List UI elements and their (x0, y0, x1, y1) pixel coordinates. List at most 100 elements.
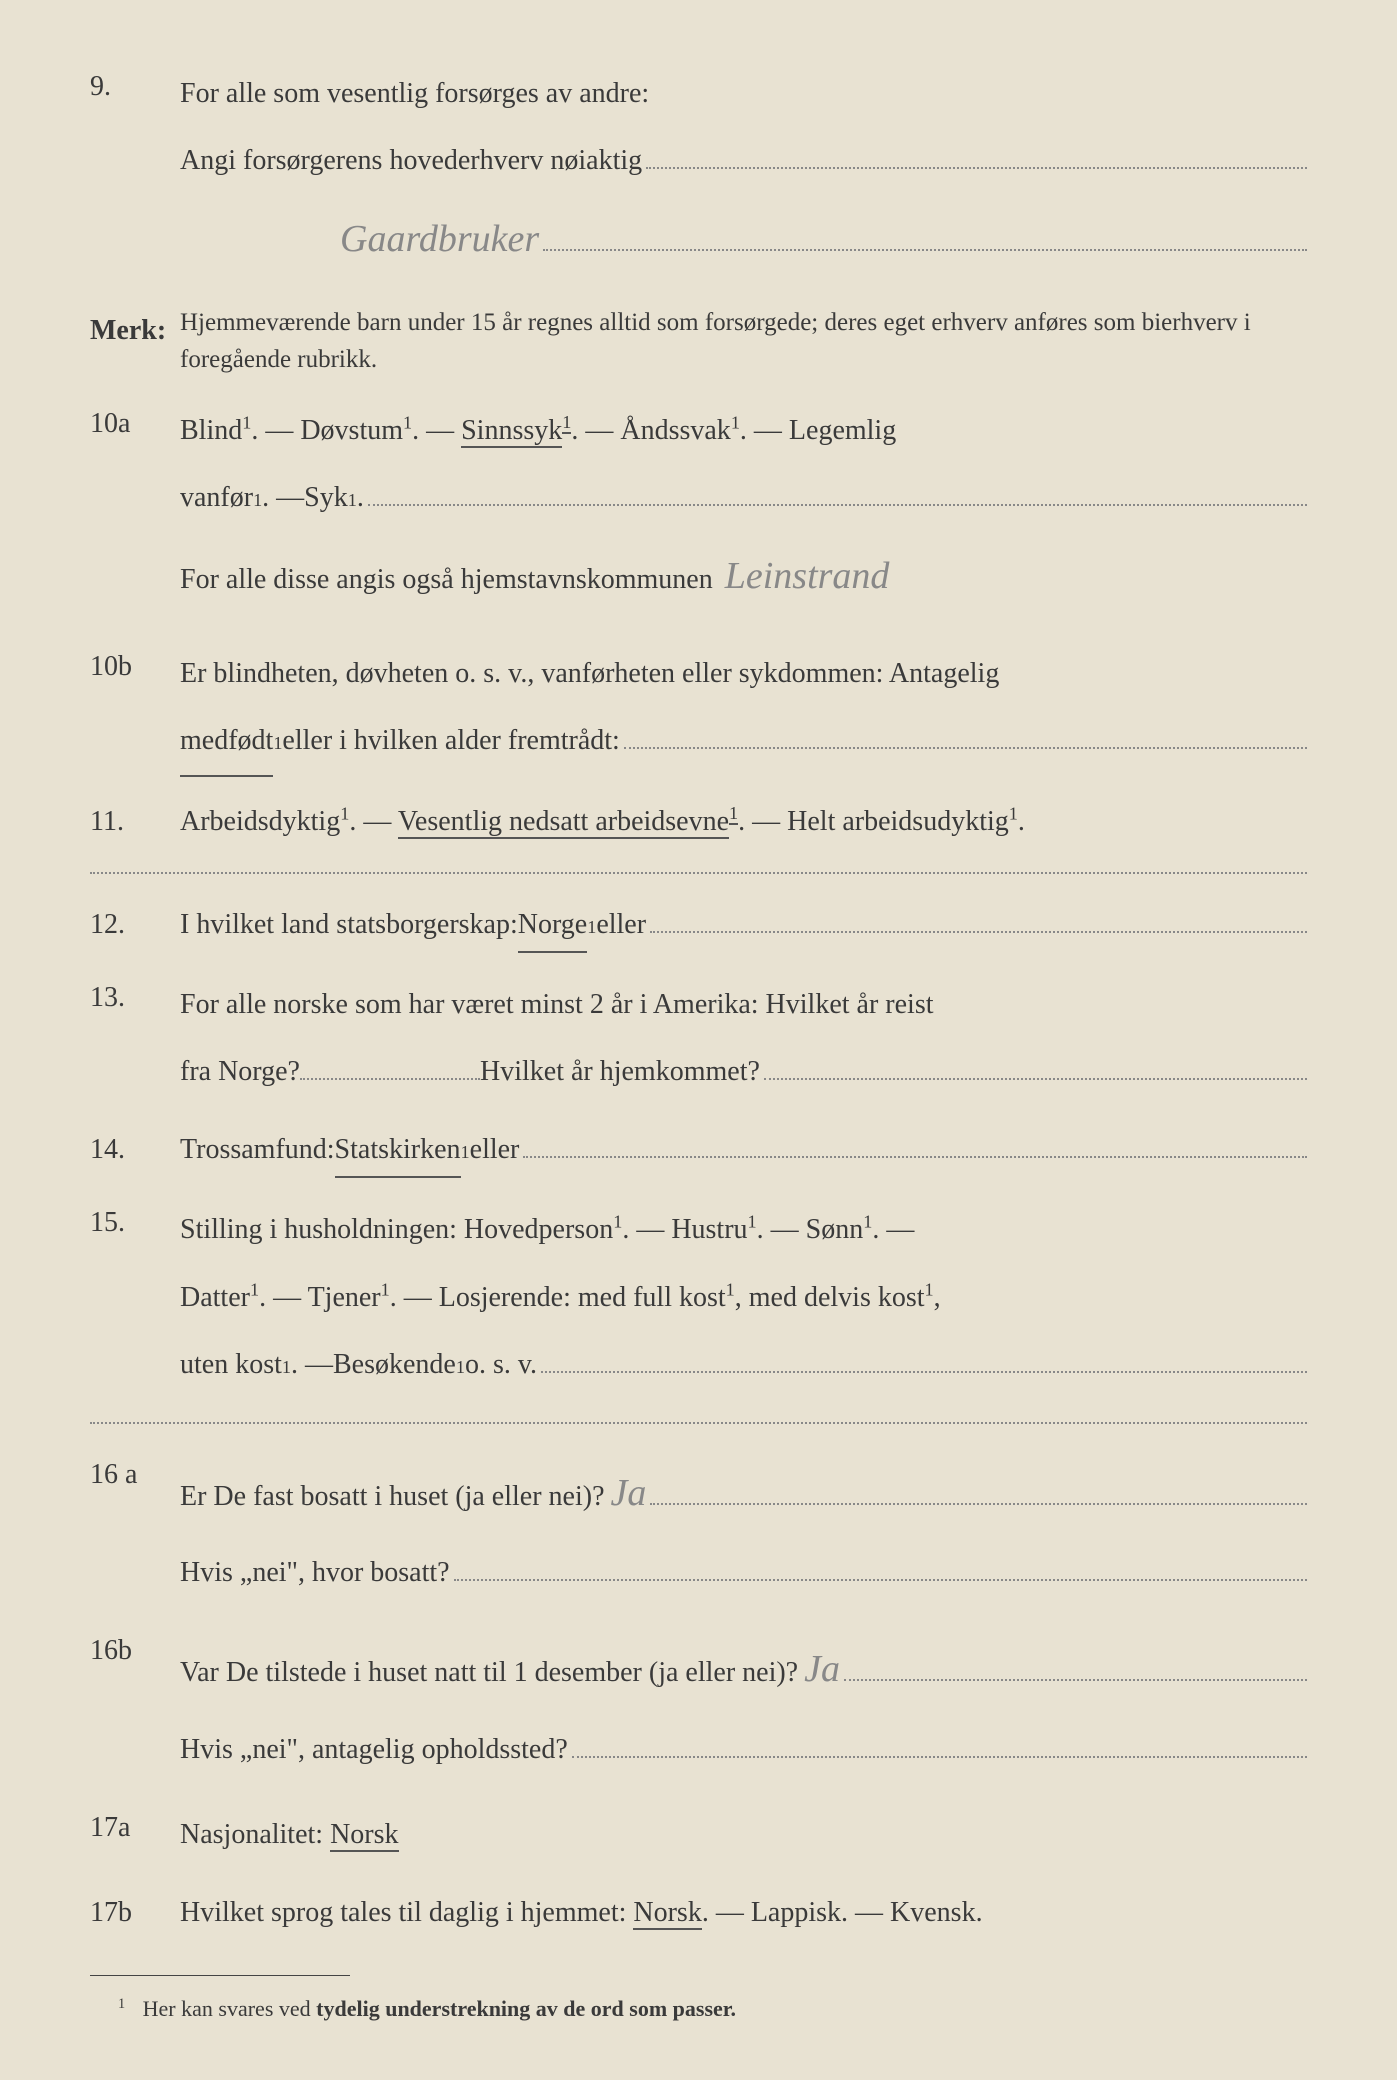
q10a-andssvak: Åndssvak (620, 415, 730, 446)
q15-uten: uten kost (180, 1331, 282, 1398)
q9-blank2 (543, 221, 1307, 251)
q10a-vanfor: vanfør (180, 464, 253, 531)
footnote-marker: 1 (118, 1996, 125, 2012)
q13-number: 13. (90, 971, 180, 1105)
q10b-blank (624, 719, 1307, 749)
q12-eller: eller (596, 898, 646, 951)
q17b-rest: . — Lappisk. — Kvensk. (702, 1897, 983, 1928)
q15-losjerende: Losjerende: med full kost (439, 1282, 726, 1313)
q16b-number: 16b (90, 1624, 180, 1782)
q10a-blind: Blind (180, 415, 242, 446)
q17b-text: Hvilket sprog tales til daglig i hjemmet… (180, 1897, 633, 1928)
q9-handwritten: Gaardbruker (180, 194, 539, 285)
q16a-blank1 (650, 1475, 1307, 1505)
q10a-number: 10a (90, 397, 180, 623)
q15-tjener: Tjener (308, 1282, 381, 1313)
divider-2 (90, 1422, 1307, 1424)
q13-line2a: fra Norge? (180, 1038, 300, 1105)
q10a-dovstum: Døvstum (300, 415, 403, 446)
footnote: 1 Her kan svares ved tydelig understrekn… (90, 1988, 1307, 2030)
question-14: 14. Trossamfund: Statskirken1 eller (90, 1123, 1307, 1178)
q11-number: 11. (90, 795, 180, 848)
q12-text: I hvilket land statsborgerskap: (180, 898, 518, 951)
q16a-line1: Er De fast bosatt i huset (ja eller nei)… (180, 1463, 605, 1530)
q10a-legemlig: Legemlig (789, 415, 896, 446)
question-10b: 10b Er blindheten, døvheten o. s. v., va… (90, 640, 1307, 776)
q10b-medfodt: medfødt (180, 707, 273, 776)
q15-hustru: Hustru (671, 1214, 747, 1245)
merk-label: Merk: (90, 304, 180, 379)
q16a-line2: Hvis „nei", hvor bosatt? (180, 1539, 450, 1606)
q17a-text: Nasjonalitet: (180, 1819, 330, 1850)
q15-sonn: Sønn (806, 1214, 864, 1245)
q15-besokende: Besøkende (333, 1331, 456, 1398)
q16b-content: Var De tilstede i huset natt til 1 desem… (180, 1624, 1307, 1782)
q9-text-a: For alle som vesentlig (180, 78, 435, 109)
question-12: 12. I hvilket land statsborgerskap: Norg… (90, 898, 1307, 953)
question-15: 15. Stilling i husholdningen: Hovedperso… (90, 1196, 1307, 1398)
q15-text1: Stilling i husholdningen: Hovedperson (180, 1214, 613, 1245)
q17b-norsk: Norsk (633, 1897, 701, 1930)
q17a-norsk: Norsk (330, 1819, 398, 1852)
q16b-ans1: Ja (804, 1624, 840, 1715)
q13-blank2 (764, 1050, 1307, 1080)
q14-number: 14. (90, 1123, 180, 1178)
q10a-content: Blind1. — Døvstum1. — Sinnssyk1. — Åndss… (180, 397, 1307, 623)
q12-content: I hvilket land statsborgerskap: Norge1 e… (180, 898, 1307, 953)
q14-statskirken: Statskirken (335, 1123, 461, 1178)
q13-blank1 (300, 1078, 480, 1080)
q10b-content: Er blindheten, døvheten o. s. v., vanfør… (180, 640, 1307, 776)
q15-number: 15. (90, 1196, 180, 1398)
question-17a: 17a Nasjonalitet: Norsk (90, 1801, 1307, 1868)
q14-blank (523, 1128, 1307, 1158)
q16b-line2: Hvis „nei", antagelig opholdssted? (180, 1716, 568, 1783)
q16a-number: 16 a (90, 1448, 180, 1606)
footnote-rule (90, 1975, 350, 1976)
q10a-blank1 (368, 476, 1307, 506)
q10a-handwritten: Leinstrand (725, 531, 890, 622)
q13-content: For alle norske som har været minst 2 år… (180, 971, 1307, 1105)
q15-blank (541, 1343, 1307, 1373)
q10b-number: 10b (90, 640, 180, 776)
question-9: 9. For alle som vesentlig forsørges av a… (90, 60, 1307, 286)
question-17b: 17b Hvilket sprog tales til daglig i hje… (90, 1886, 1307, 1939)
q14-content: Trossamfund: Statskirken1 eller (180, 1123, 1307, 1178)
form-page: 9. For alle som vesentlig forsørges av a… (0, 0, 1397, 2080)
question-11: 11. Arbeidsdyktig1. — Vesentlig nedsatt … (90, 795, 1307, 848)
q17b-content: Hvilket sprog tales til daglig i hjemmet… (180, 1886, 1307, 1939)
q13-line1: For alle norske som har været minst 2 år… (180, 989, 934, 1020)
q16b-blank2 (572, 1728, 1307, 1758)
footnote-text-a: Her kan svares ved (143, 1996, 317, 2021)
q9-text-c: av andre: (539, 78, 649, 109)
q9-line2: Angi forsørgerens hovederhverv nøiaktig (180, 127, 642, 194)
q12-norge: Norge (518, 898, 587, 953)
q14-text: Trossamfund: (180, 1123, 335, 1176)
q12-number: 12. (90, 898, 180, 953)
q10a-line3: For alle disse angis også hjemstavnskomm… (180, 546, 713, 613)
merk-note: Merk: Hjemmeværende barn under 15 år reg… (90, 304, 1307, 379)
q17a-content: Nasjonalitet: Norsk (180, 1801, 1307, 1868)
q15-datter: Datter (180, 1282, 250, 1313)
q11-content: Arbeidsdyktig1. — Vesentlig nedsatt arbe… (180, 795, 1307, 848)
q15-osv: o. s. v. (465, 1331, 537, 1398)
q14-eller: eller (470, 1123, 520, 1176)
q11-c: Helt arbeidsudyktig (787, 806, 1009, 837)
q15-delvis: , med delvis kost (735, 1282, 925, 1313)
q16a-blank2 (454, 1551, 1307, 1581)
q9-content: For alle som vesentlig forsørges av andr… (180, 60, 1307, 286)
question-16a: 16 a Er De fast bosatt i huset (ja eller… (90, 1448, 1307, 1606)
q9-blank1 (646, 139, 1307, 169)
q17a-number: 17a (90, 1801, 180, 1868)
q10b-text2: eller i hvilken alder fremtrådt: (282, 707, 619, 774)
divider-1 (90, 872, 1307, 874)
q11-a: Arbeidsdyktig (180, 806, 340, 837)
q16b-blank1 (844, 1651, 1307, 1681)
question-13: 13. For alle norske som har været minst … (90, 971, 1307, 1105)
q13-line2b: Hvilket år hjemkommet? (480, 1038, 760, 1105)
q17b-number: 17b (90, 1886, 180, 1939)
q9-number: 9. (90, 60, 180, 286)
q16a-ans1: Ja (611, 1448, 647, 1539)
q11-b: Vesentlig nedsatt arbeidsevne (398, 806, 729, 839)
q9-text-b: forsørges (435, 78, 539, 109)
q12-blank (650, 903, 1307, 933)
